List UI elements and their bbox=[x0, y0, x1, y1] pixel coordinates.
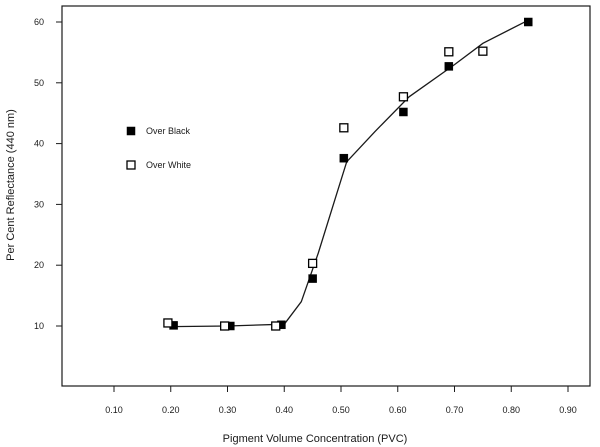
x-tick-label: 0.50 bbox=[332, 405, 350, 415]
data-point-over-white bbox=[398, 92, 409, 102]
y-tick-label: 30 bbox=[34, 199, 44, 209]
x-tick-label: 0.40 bbox=[275, 405, 293, 415]
data-point-over-white bbox=[307, 258, 318, 269]
legend: Over Black Over White bbox=[126, 126, 191, 170]
y-tick-label: 10 bbox=[34, 321, 44, 331]
data-point-over-white bbox=[444, 47, 454, 57]
y-axis-title: Per Cent Reflectance (440 nm) bbox=[5, 109, 17, 261]
fit-line-layer bbox=[170, 19, 529, 328]
plot-frame bbox=[61, 5, 591, 387]
data-point-over-black bbox=[339, 153, 349, 163]
data-point-over-white bbox=[271, 321, 281, 331]
y-tick-label: 20 bbox=[34, 260, 44, 270]
data-point-over-white bbox=[163, 318, 173, 328]
data-point-over-black bbox=[524, 17, 533, 27]
x-tick-label: 0.10 bbox=[105, 405, 123, 415]
data-point-over-black bbox=[444, 62, 454, 71]
y-tick-label: 50 bbox=[34, 78, 44, 88]
fit-curve bbox=[170, 19, 529, 328]
y-axis: 10 20 30 40 50 60 bbox=[34, 17, 62, 331]
data-point-over-black bbox=[399, 107, 408, 117]
points-layer bbox=[163, 17, 533, 331]
plot-border bbox=[61, 5, 591, 387]
legend-over-black-marker bbox=[126, 126, 136, 136]
data-point-over-black bbox=[308, 274, 317, 283]
legend-over-white-marker bbox=[126, 160, 136, 170]
data-point-over-white bbox=[220, 321, 230, 331]
legend-over-black-label: Over Black bbox=[146, 126, 191, 136]
legend-over-white-label: Over White bbox=[146, 160, 191, 170]
data-point-over-white bbox=[339, 123, 349, 133]
x-tick-label: 0.80 bbox=[502, 405, 520, 415]
x-tick-label: 0.60 bbox=[389, 405, 407, 415]
y-tick-label: 60 bbox=[34, 17, 44, 27]
x-tick-label: 0.70 bbox=[446, 405, 464, 415]
x-tick-label: 0.30 bbox=[219, 405, 237, 415]
x-axis: 0.10 0.20 0.30 0.40 0.50 0.60 0.70 0.80 0.90 bbox=[105, 386, 577, 415]
x-tick-label: 0.20 bbox=[162, 405, 180, 415]
data-point-over-white bbox=[478, 46, 488, 56]
y-tick-label: 40 bbox=[34, 139, 44, 149]
x-axis-title: Pigment Volume Concentration (PVC) bbox=[223, 433, 408, 445]
x-tick-label: 0.90 bbox=[559, 405, 577, 415]
